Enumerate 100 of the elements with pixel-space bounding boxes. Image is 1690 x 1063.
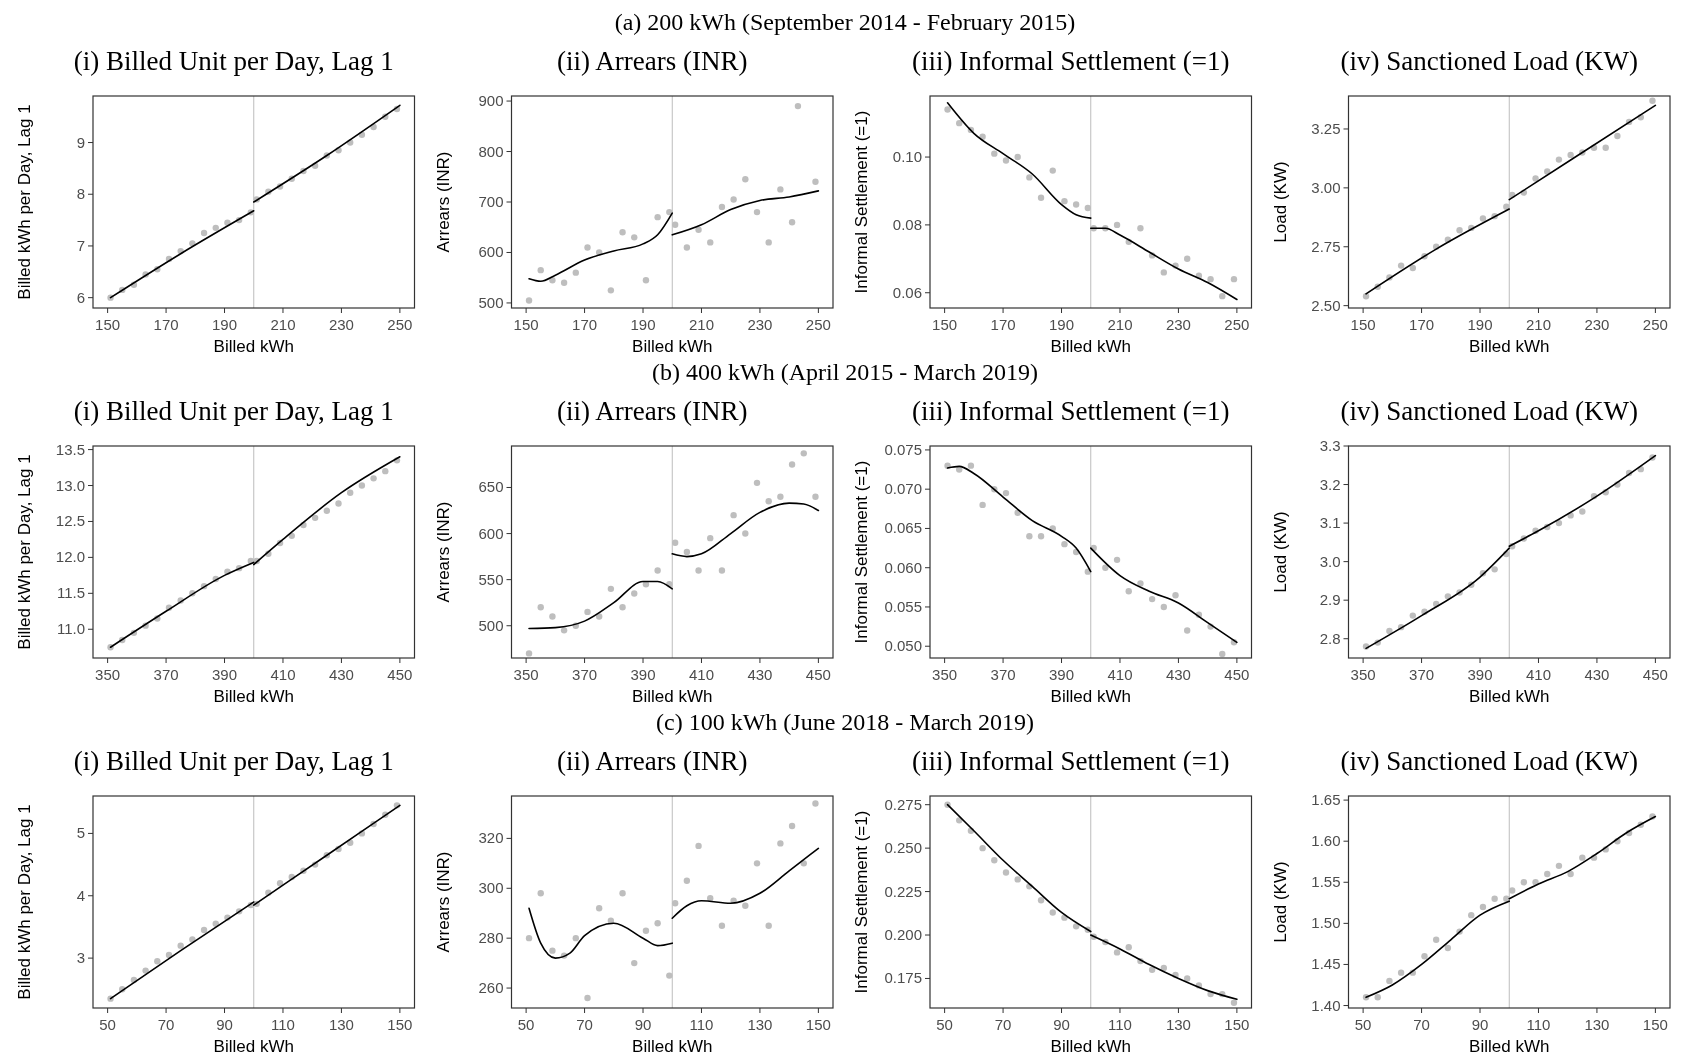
y-axis-title: Arrears (INR) [433,501,453,603]
x-axis-title: Billed kWh [1050,1037,1131,1056]
y-tick-label: 8 [76,185,85,203]
x-tick-label: 450 [387,666,413,683]
x-tick-label: 250 [1642,316,1668,333]
y-tick-label: 0.055 [884,597,922,615]
x-tick-label: 70 [1413,1016,1430,1033]
x-tick-label: 370 [990,666,1016,683]
x-tick-label: 110 [1526,1016,1551,1033]
chart-title: (ii) Arrears (INR) [557,396,748,426]
y-tick-label: 3.2 [1319,475,1341,493]
y-tick-label: 3.25 [1311,119,1341,137]
y-tick-label: 900 [478,92,504,110]
y-tick-label: 0.060 [884,558,922,576]
y-tick-label: 260 [478,979,504,997]
chart-title: (ii) Arrears (INR) [557,746,748,776]
y-tick-label: 500 [478,293,504,311]
chart-title: (iv) Sanctioned Load (KW) [1340,746,1639,776]
x-tick-label: 210 [1525,316,1551,333]
x-tick-label: 110 [1108,1016,1132,1033]
y-tick-label: 0.275 [884,795,922,813]
y-tick-label: 550 [478,570,504,588]
text: (b) 400 kWh (April 2015 - March 2019) [652,359,1038,385]
x-tick-label: 230 [747,316,773,333]
y-tick-label: 12.5 [55,512,85,530]
x-tick-label: 350 [95,666,121,683]
y-tick-label: 9 [76,133,85,151]
x-tick-label: 370 [1409,666,1435,683]
y-tick-label: 11.0 [56,620,85,638]
x-tick-label: 210 [270,316,296,333]
chart-title: (iii) Informal Settlement (=1) [912,46,1230,76]
x-axis-title: Billed kWh [1469,1037,1550,1056]
x-tick-label: 190 [212,316,238,333]
y-tick-label: 1.45 [1311,955,1341,973]
chart-title: (iii) Informal Settlement (=1) [912,746,1230,776]
y-axis-title: Load (KW) [1270,161,1290,243]
chart-title: (i) Billed Unit per Day, Lag 1 [73,396,394,426]
x-tick-label: 410 [270,666,296,683]
x-tick-label: 230 [1584,316,1610,333]
x-tick-label: 70 [157,1016,175,1033]
x-axis-title: Billed kWh [1469,337,1550,356]
y-axis-title: Billed kWh per Day, Lag 1 [15,454,34,650]
y-tick-label: 12.0 [55,548,85,566]
chart-title: (i) Billed Unit per Day, Lag 1 [73,46,394,76]
y-axis-title: Billed kWh per Day, Lag 1 [15,104,34,300]
x-axis-title: Billed kWh [1469,687,1550,706]
x-tick-label: 130 [328,1016,354,1033]
y-tick-label: 0.050 [884,637,922,655]
x-tick-label: 390 [1049,666,1075,683]
chart-title: (iv) Sanctioned Load (KW) [1340,396,1639,426]
x-tick-label: 370 [572,666,598,683]
x-tick-label: 170 [990,316,1016,333]
x-axis-title: Billed kWh [213,1037,294,1056]
y-axis-title: Arrears (INR) [433,151,453,253]
y-axis-title: Arrears (INR) [433,851,453,953]
x-tick-label: 90 [634,1016,652,1033]
x-tick-label: 390 [1467,666,1493,683]
x-tick-label: 390 [630,666,656,683]
y-tick-label: 3.00 [1311,178,1341,196]
x-tick-label: 150 [513,316,539,333]
y-tick-label: 0.06 [892,283,922,301]
x-tick-label: 450 [805,666,831,683]
x-tick-label: 410 [688,666,714,683]
y-tick-label: 0.200 [884,926,922,944]
x-tick-label: 150 [387,1016,413,1033]
x-tick-label: 210 [688,316,714,333]
y-tick-label: 1.65 [1311,791,1341,809]
y-axis-title: Billed kWh per Day, Lag 1 [15,804,34,1000]
y-tick-label: 500 [478,616,504,634]
x-tick-label: 450 [1642,666,1668,683]
x-axis-title: Billed kWh [1050,337,1131,356]
x-tick-label: 190 [1049,316,1075,333]
y-tick-label: 6 [76,288,85,306]
x-tick-label: 50 [517,1016,535,1033]
x-axis-title: Billed kWh [213,687,294,706]
x-tick-label: 410 [1107,666,1133,683]
x-axis-title: Billed kWh [1050,687,1131,706]
y-axis-title: Informal Settlement (=1) [852,810,871,994]
x-tick-label: 150 [95,316,121,333]
y-tick-label: 1.60 [1311,832,1341,850]
y-tick-label: 0.065 [884,519,922,537]
x-axis-title: Billed kWh [632,1037,713,1056]
x-tick-label: 170 [572,316,598,333]
x-tick-label: 170 [1409,316,1435,333]
x-tick-label: 150 [1224,1016,1250,1033]
chart-title: (iii) Informal Settlement (=1) [912,396,1230,426]
x-tick-label: 210 [1107,316,1133,333]
x-tick-label: 250 [387,316,413,333]
x-tick-label: 350 [513,666,539,683]
text: (a) 200 kWh (September 2014 - February 2015) [614,9,1076,35]
y-tick-label: 600 [478,243,504,261]
y-axis-title: Load (KW) [1270,861,1290,943]
chart-title: (iv) Sanctioned Load (KW) [1340,46,1639,76]
x-tick-label: 90 [216,1016,233,1033]
y-tick-label: 1.40 [1311,996,1341,1014]
y-tick-label: 0.070 [884,480,922,498]
y-tick-label: 3.0 [1319,552,1341,570]
y-tick-label: 0.08 [892,215,922,233]
x-tick-label: 70 [994,1016,1012,1033]
x-tick-label: 110 [271,1016,295,1033]
